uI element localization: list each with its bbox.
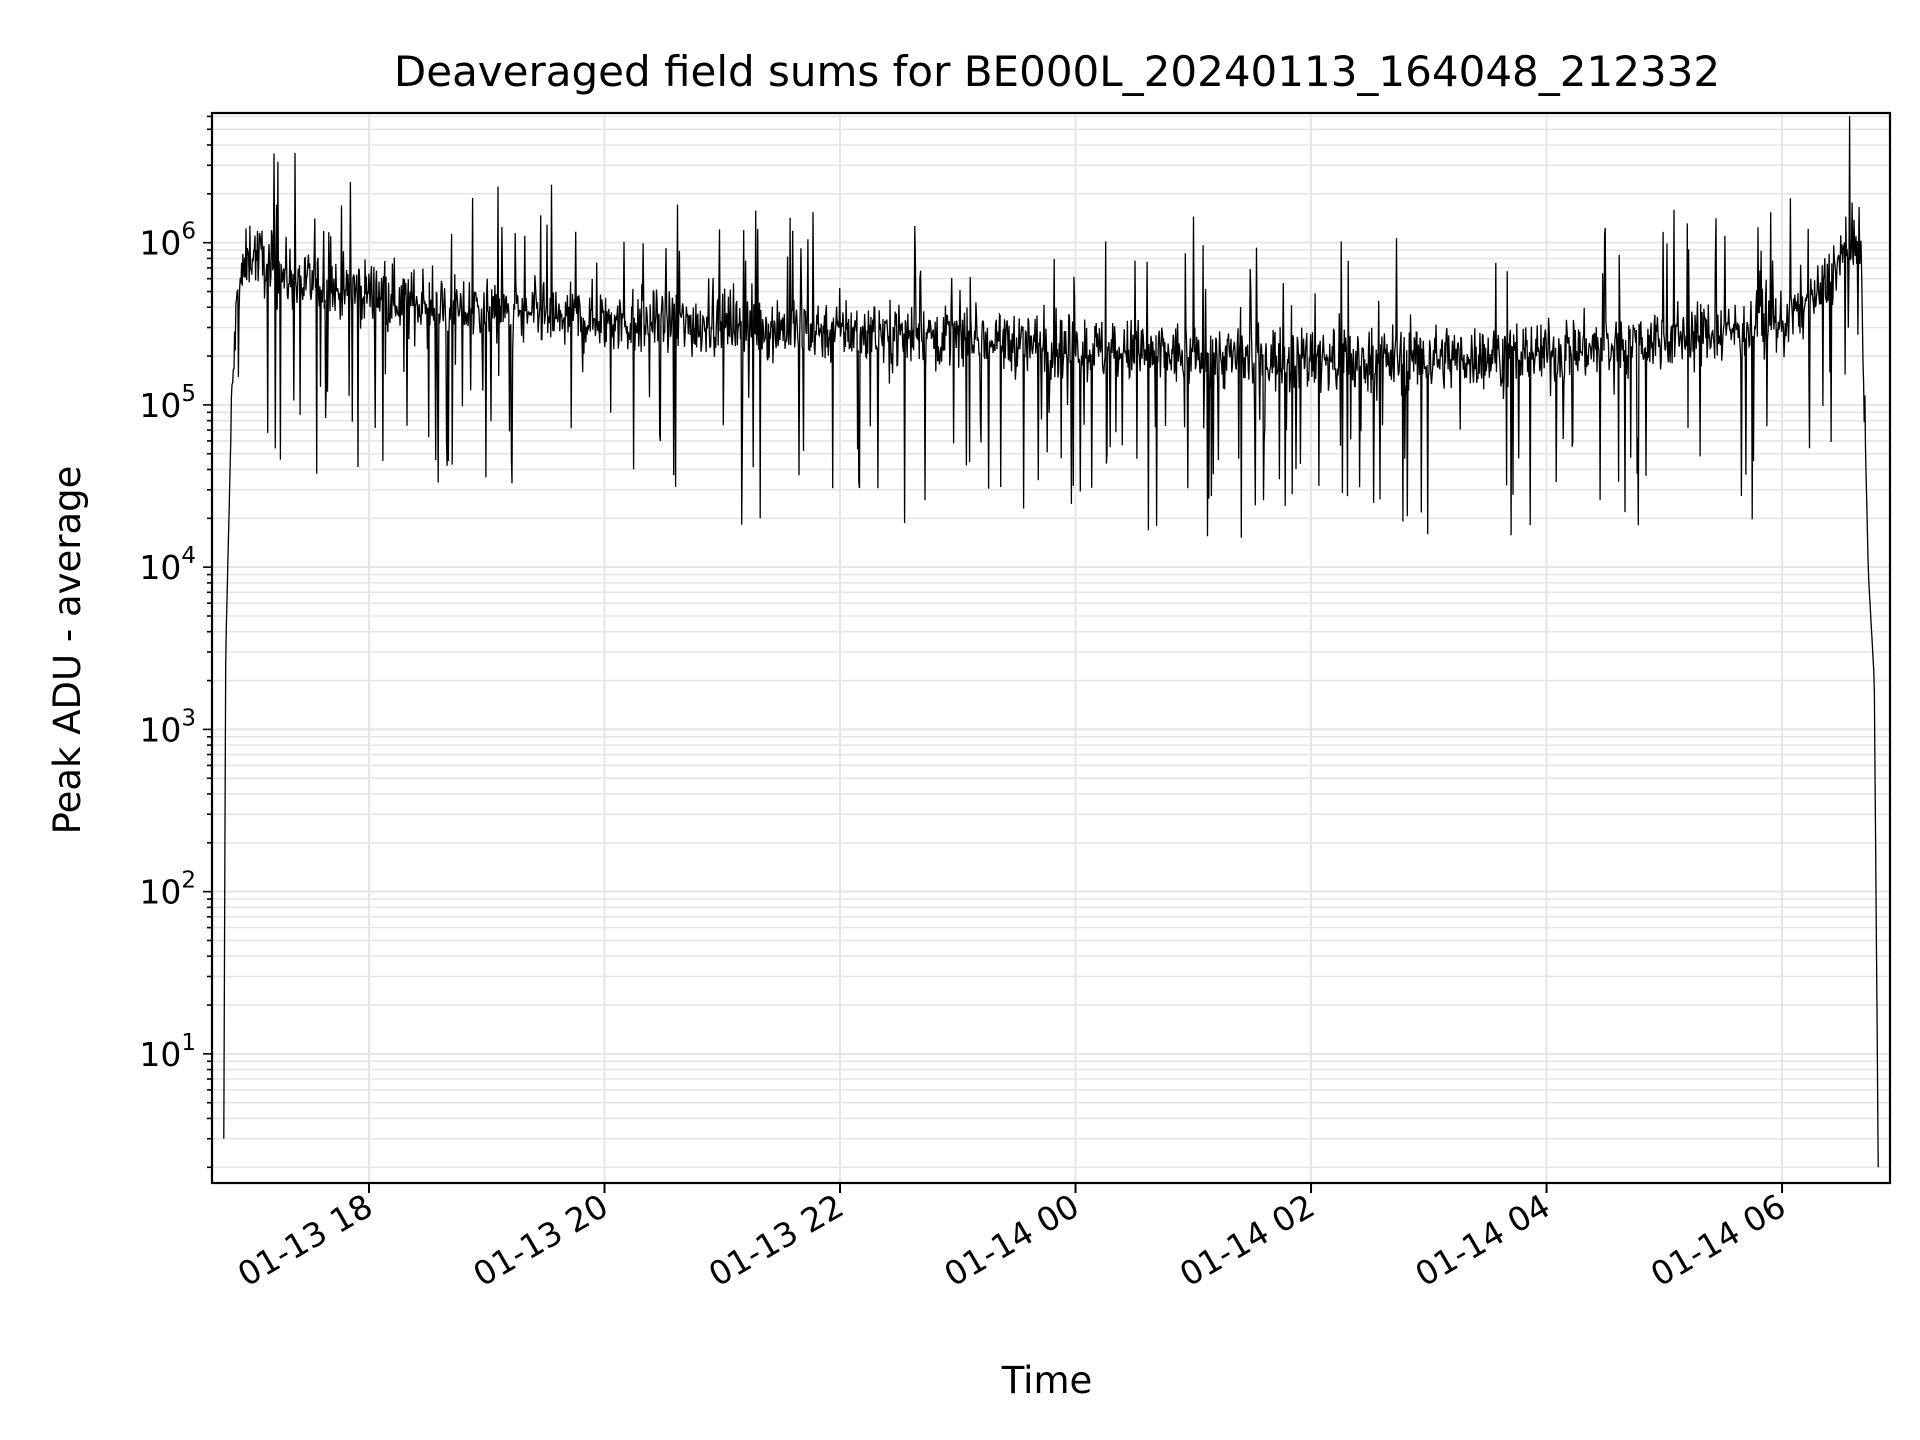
- y-axis-label: Peak ADU - average: [46, 466, 89, 835]
- y-tick-base: 10: [139, 224, 181, 263]
- y-tick-label: 101: [139, 1030, 196, 1074]
- y-tick-base: 10: [139, 548, 181, 587]
- y-tick-label: 103: [139, 705, 196, 749]
- y-tick-label: 102: [139, 868, 196, 912]
- grid: [212, 113, 1890, 1183]
- y-tick-base: 10: [139, 873, 181, 912]
- chart-title: Deaveraged field sums for BE000L_2024011…: [394, 47, 1720, 96]
- y-tick-base: 10: [139, 386, 181, 425]
- series-layer: [223, 116, 1879, 1168]
- x-axis-label: Time: [1001, 1359, 1093, 1402]
- y-tick-base: 10: [139, 1035, 181, 1074]
- y-tick-exponent: 6: [181, 219, 196, 245]
- series-line: [223, 116, 1879, 1168]
- y-tick-base: 10: [139, 710, 181, 749]
- y-tick-exponent: 4: [181, 543, 196, 569]
- y-tick-exponent: 1: [181, 1030, 196, 1056]
- y-tick-label: 106: [139, 219, 196, 263]
- y-tick-label: 105: [139, 381, 196, 425]
- y-tick-exponent: 5: [181, 381, 196, 407]
- y-tick-exponent: 3: [181, 705, 196, 731]
- plot-frame: [210, 111, 1892, 1185]
- y-tick-label: 104: [139, 543, 196, 587]
- y-tick-exponent: 2: [181, 868, 196, 894]
